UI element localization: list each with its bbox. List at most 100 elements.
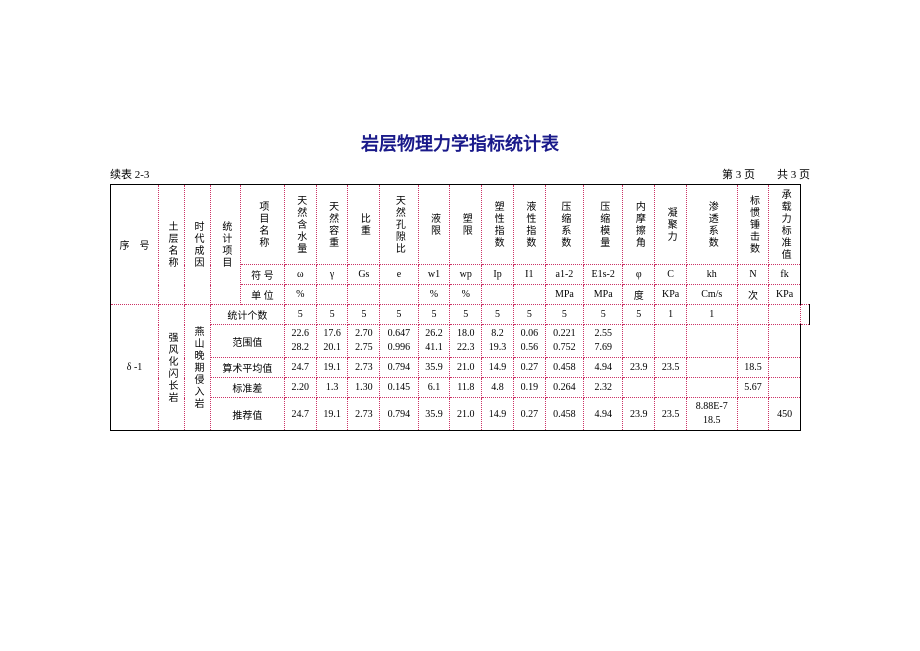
cell-recommend-0: 24.7	[284, 398, 316, 431]
cell-range-11	[655, 325, 687, 358]
cell-mean-0: 24.7	[284, 358, 316, 378]
cell-count-4: 5	[418, 305, 450, 325]
cell-std-5: 11.8	[450, 378, 482, 398]
param-name-3: 天然孔隙比	[380, 185, 418, 265]
cell-range-6: 8.219.3	[482, 325, 514, 358]
row-label-std: 标准差	[210, 378, 284, 398]
cell-count-0: 5	[284, 305, 316, 325]
cell-recommend-1: 19.1	[316, 398, 348, 431]
cell-recommend-7: 0.27	[513, 398, 545, 431]
param-name-6: 塑性指数	[482, 185, 514, 265]
cell-recommend-14: 450	[769, 398, 800, 431]
row-label-range: 范围值	[210, 325, 284, 358]
cell-range-12	[687, 325, 738, 358]
cell-std-8: 0.264	[545, 378, 583, 398]
cell-count-1: 5	[316, 305, 348, 325]
unit-1	[316, 285, 348, 305]
cell-range-14	[769, 325, 800, 358]
row-label-recommend: 推荐值	[210, 398, 284, 431]
cell-count-2: 5	[348, 305, 380, 325]
data-era-cause: 燕山晚期侵入岩	[184, 305, 210, 431]
cell-mean-2: 2.73	[348, 358, 380, 378]
cell-count-15	[800, 305, 809, 325]
cell-std-10	[623, 378, 655, 398]
cell-recommend-6: 14.9	[482, 398, 514, 431]
cell-std-14	[769, 378, 800, 398]
cell-range-2: 2.702.75	[348, 325, 380, 358]
cell-range-4: 26.241.1	[418, 325, 450, 358]
unit-5: %	[450, 285, 482, 305]
param-name-5: 塑限	[450, 185, 482, 265]
cell-mean-6: 14.9	[482, 358, 514, 378]
cell-count-6: 5	[482, 305, 514, 325]
param-name-2: 比重	[348, 185, 380, 265]
param-name-12: 渗透系数	[687, 185, 738, 265]
unit-13: 次	[737, 285, 769, 305]
cell-mean-14	[769, 358, 800, 378]
page-info: 第 3 页 共 3 页	[722, 166, 810, 182]
symbol-1: γ	[316, 265, 348, 285]
header-layer-name: 土层名称	[159, 185, 185, 305]
cell-std-4: 6.1	[418, 378, 450, 398]
symbol-4: w1	[418, 265, 450, 285]
cell-std-12	[687, 378, 738, 398]
cell-count-5: 5	[450, 305, 482, 325]
param-name-7: 液性指数	[513, 185, 545, 265]
statistics-table: 序 号土层名称时代成因统计项目项目名称天然含水量天然容重比重天然孔隙比液限塑限塑…	[110, 184, 810, 431]
unit-3	[380, 285, 418, 305]
cell-range-3: 0.6470.996	[380, 325, 418, 358]
top-info-row: 续表 2-3 第 3 页 共 3 页	[110, 166, 810, 182]
cell-mean-12	[687, 358, 738, 378]
cell-range-5: 18.022.3	[450, 325, 482, 358]
cell-recommend-2: 2.73	[348, 398, 380, 431]
symbol-0: ω	[284, 265, 316, 285]
cell-mean-5: 21.0	[450, 358, 482, 378]
cell-recommend-4: 35.9	[418, 398, 450, 431]
unit-14: KPa	[769, 285, 800, 305]
header-era-cause: 时代成因	[184, 185, 210, 305]
symbol-5: wp	[450, 265, 482, 285]
cell-count-13	[737, 305, 769, 325]
cell-recommend-12: 8.88E-718.5	[687, 398, 738, 431]
symbol-3: e	[380, 265, 418, 285]
unit-9: MPa	[584, 285, 623, 305]
symbol-14: fk	[769, 265, 800, 285]
cell-mean-8: 0.458	[545, 358, 583, 378]
cell-range-1: 17.620.1	[316, 325, 348, 358]
data-seq: δ -1	[111, 305, 159, 431]
header-item-name: 项目名称	[240, 185, 284, 265]
symbol-13: N	[737, 265, 769, 285]
unit-10: 度	[623, 285, 655, 305]
cell-std-6: 4.8	[482, 378, 514, 398]
cell-recommend-11: 23.5	[655, 398, 687, 431]
cell-std-7: 0.19	[513, 378, 545, 398]
cell-std-3: 0.145	[380, 378, 418, 398]
cell-recommend-9: 4.94	[584, 398, 623, 431]
cell-range-13	[737, 325, 769, 358]
param-name-14: 承载力标准值	[769, 185, 800, 265]
cell-mean-10: 23.9	[623, 358, 655, 378]
param-name-13: 标惯锤击数	[737, 185, 769, 265]
header-stat-item: 统计项目	[210, 185, 240, 305]
cell-std-11	[655, 378, 687, 398]
unit-0: %	[284, 285, 316, 305]
cell-range-8: 0.2210.752	[545, 325, 583, 358]
symbol-11: C	[655, 265, 687, 285]
cell-count-9: 5	[584, 305, 623, 325]
cell-count-11: 1	[655, 305, 687, 325]
symbol-7: I1	[513, 265, 545, 285]
cell-mean-3: 0.794	[380, 358, 418, 378]
unit-8: MPa	[545, 285, 583, 305]
cell-mean-1: 19.1	[316, 358, 348, 378]
row-label-count: 统计个数	[210, 305, 284, 325]
symbol-8: a1-2	[545, 265, 583, 285]
cell-std-2: 1.30	[348, 378, 380, 398]
cell-mean-4: 35.9	[418, 358, 450, 378]
unit-2	[348, 285, 380, 305]
cell-range-7: 0.060.56	[513, 325, 545, 358]
symbol-label: 符 号	[240, 265, 284, 285]
param-name-8: 压缩系数	[545, 185, 583, 265]
cell-recommend-5: 21.0	[450, 398, 482, 431]
table-title: 岩层物理力学指标统计表	[110, 130, 810, 156]
cell-mean-9: 4.94	[584, 358, 623, 378]
